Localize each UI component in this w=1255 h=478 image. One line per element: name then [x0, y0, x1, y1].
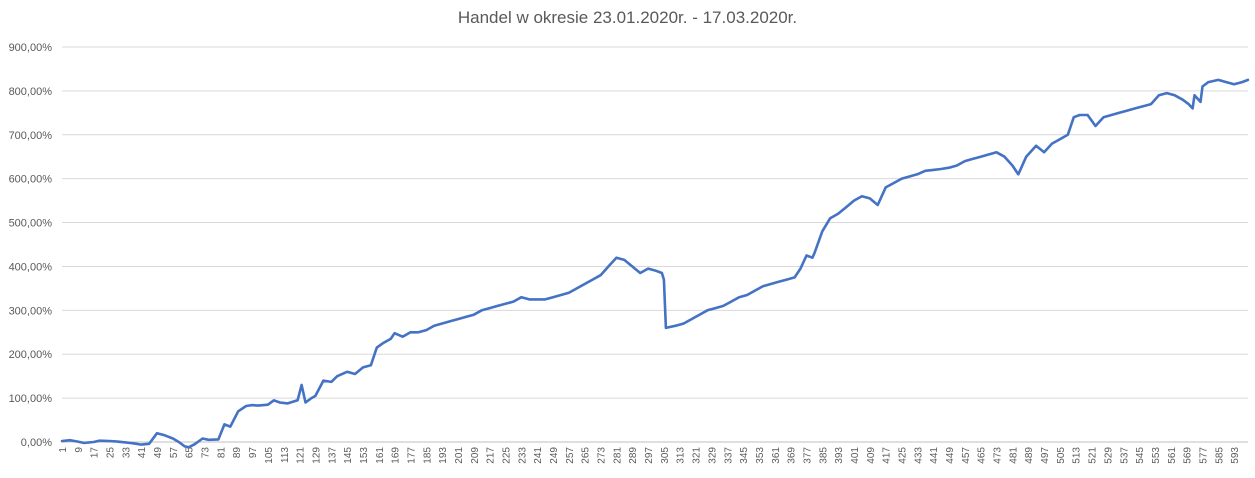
x-tick-label: 313 [676, 447, 687, 464]
x-tick-label: 425 [898, 447, 909, 464]
x-tick-label: 521 [1088, 447, 1099, 464]
series-layer [60, 78, 1250, 449]
x-tick-label: 177 [406, 447, 417, 464]
x-tick-label: 345 [739, 447, 750, 464]
x-tick-label: 377 [802, 447, 813, 464]
x-tick-label: 281 [612, 447, 623, 464]
x-tick-label: 105 [264, 447, 275, 464]
x-tick-label: 209 [470, 447, 481, 464]
y-tick-label: 300,00% [9, 305, 53, 317]
y-tick-label: 600,00% [9, 174, 53, 186]
x-tick-label: 417 [882, 447, 893, 464]
y-tick-label: 700,00% [9, 130, 53, 142]
x-tick-label: 329 [707, 447, 718, 464]
x-tick-label: 561 [1167, 447, 1178, 464]
x-tick-label: 385 [818, 447, 829, 464]
x-tick-label: 465 [977, 447, 988, 464]
x-tick-label: 201 [454, 447, 465, 464]
x-tick-label: 513 [1072, 447, 1083, 464]
x-tick-label: 337 [723, 447, 734, 464]
x-tick-label: 473 [993, 447, 1004, 464]
series-line [60, 78, 1250, 449]
x-tick-label: 553 [1151, 447, 1162, 464]
x-tick-label: 585 [1214, 447, 1225, 464]
x-tick-label: 505 [1056, 447, 1067, 464]
x-tick-label: 241 [533, 447, 544, 464]
x-tick-label: 153 [359, 447, 370, 464]
x-tick-label: 409 [866, 447, 877, 464]
x-tick-label: 137 [327, 447, 338, 464]
x-tick-label: 441 [929, 447, 940, 464]
y-tick-label: 400,00% [9, 261, 53, 273]
y-tick-label: 0,00% [21, 437, 52, 449]
x-tick-label: 113 [280, 447, 291, 463]
x-tick-label: 249 [549, 447, 560, 464]
gridlines [62, 46, 1248, 399]
x-tick-label: 89 [232, 447, 243, 459]
x-tick-label: 449 [945, 447, 956, 464]
x-tick-label: 73 [201, 447, 212, 459]
y-tick-label: 100,00% [9, 393, 53, 405]
x-tick-label: 257 [565, 447, 576, 464]
x-tick-label: 49 [153, 447, 164, 459]
x-tick-label: 169 [391, 447, 402, 464]
x-tick-label: 569 [1183, 447, 1194, 464]
x-tick-label: 497 [1040, 447, 1051, 464]
x-tick-label: 321 [692, 447, 703, 464]
y-tick-label: 200,00% [9, 349, 53, 361]
x-tick-label: 33 [121, 447, 132, 459]
x-tick-label: 537 [1119, 447, 1130, 464]
x-tick-label: 1 [58, 447, 69, 453]
x-tick-label: 233 [517, 447, 528, 464]
x-tick-label: 481 [1008, 447, 1019, 464]
x-tick-label: 193 [438, 447, 449, 464]
x-tick-label: 145 [343, 447, 354, 464]
x-tick-labels: 1 9 17 25 33 41 49 57 65 73 81 89 97 105 113 121 129 137 1… [58, 447, 1241, 464]
x-tick-label: 25 [106, 447, 117, 459]
x-tick-label: 297 [644, 447, 655, 464]
x-tick-label: 545 [1135, 447, 1146, 464]
x-tick-label: 41 [137, 447, 148, 459]
y-tick-label: 500,00% [9, 218, 53, 230]
x-tick-label: 353 [755, 447, 766, 464]
chart-title: Handel w okresie 23.01.2020r. - 17.03.20… [457, 8, 798, 27]
x-tick-label: 225 [502, 447, 513, 464]
x-tick-label: 289 [628, 447, 639, 464]
x-tick-label: 273 [597, 447, 608, 464]
y-tick-label: 900,00% [9, 42, 53, 54]
y-tick-labels: 0,00% 100,00% 200,00% 300,00% 400,00% 500,00%… [9, 42, 53, 449]
x-tick-label: 401 [850, 447, 861, 464]
x-tick-label: 593 [1230, 447, 1241, 464]
x-tick-label: 217 [486, 447, 497, 464]
x-tick-label: 529 [1103, 447, 1114, 464]
x-tick-label: 305 [660, 447, 671, 464]
x-tick-label: 121 [296, 447, 307, 464]
y-tick-label: 800,00% [9, 86, 53, 98]
x-tick-label: 129 [311, 447, 322, 464]
x-tick-label: 57 [169, 447, 180, 459]
x-tick-label: 97 [248, 447, 259, 459]
x-tick-label: 185 [422, 447, 433, 464]
x-tick-label: 161 [375, 447, 386, 464]
x-tick-label: 265 [581, 447, 592, 464]
x-tick-label: 433 [913, 447, 924, 464]
x-tick-label: 369 [787, 447, 798, 464]
x-tick-label: 17 [90, 447, 101, 459]
x-tick-label: 361 [771, 447, 782, 464]
x-tick-label: 9 [74, 447, 85, 453]
x-tick-label: 65 [185, 447, 196, 459]
x-tick-label: 577 [1198, 447, 1209, 464]
x-tick-label: 457 [961, 447, 972, 464]
x-tick-label: 489 [1024, 447, 1035, 464]
x-tick-label: 393 [834, 447, 845, 464]
x-tick-label: 81 [216, 447, 227, 459]
